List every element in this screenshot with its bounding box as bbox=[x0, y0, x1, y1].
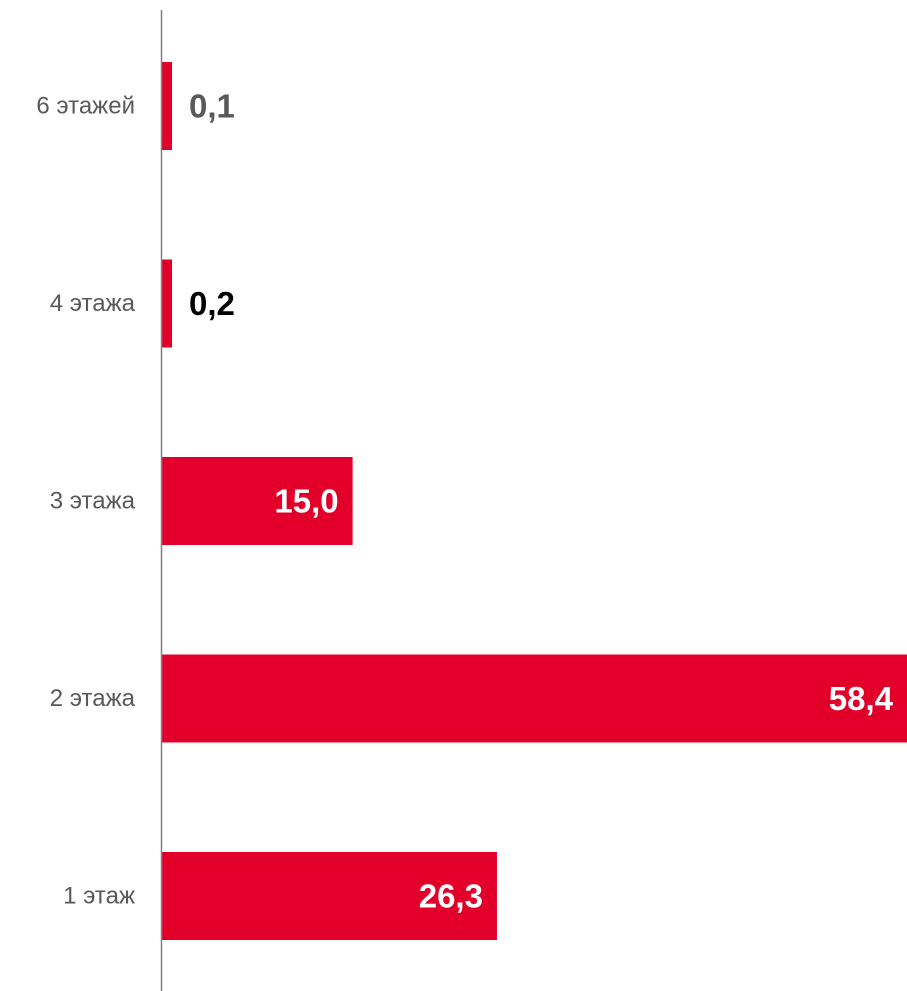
value-label-2-этажа: 58,4 bbox=[829, 680, 894, 717]
value-label-6-этажей: 0,1 bbox=[189, 88, 235, 125]
value-label-3-этажа: 15,0 bbox=[274, 483, 338, 520]
category-label-6-этажей: 6 этажей bbox=[36, 93, 135, 120]
bar-3-этажа bbox=[161, 457, 353, 545]
bar-1-этаж bbox=[161, 852, 497, 940]
bars-group bbox=[161, 62, 907, 940]
category-label-3-этажа: 3 этажа bbox=[50, 488, 136, 515]
bar-6-этажей bbox=[161, 62, 172, 150]
category-label-4-этажа: 4 этажа bbox=[50, 290, 136, 317]
bar-4-этажа bbox=[161, 259, 172, 348]
value-label-4-этажа: 0,2 bbox=[189, 285, 235, 322]
category-labels-group: 6 этажей 4 этажа 3 этажа 2 этажа 1 этаж bbox=[36, 93, 135, 910]
bar-2-этажа bbox=[161, 654, 907, 743]
category-label-2-этажа: 2 этажа bbox=[50, 685, 136, 712]
value-label-1-этаж: 26,3 bbox=[419, 878, 483, 915]
category-label-1-этаж: 1 этаж bbox=[63, 883, 135, 910]
value-labels-group: 0,1 0,2 15,0 58,4 26,3 bbox=[189, 88, 894, 915]
